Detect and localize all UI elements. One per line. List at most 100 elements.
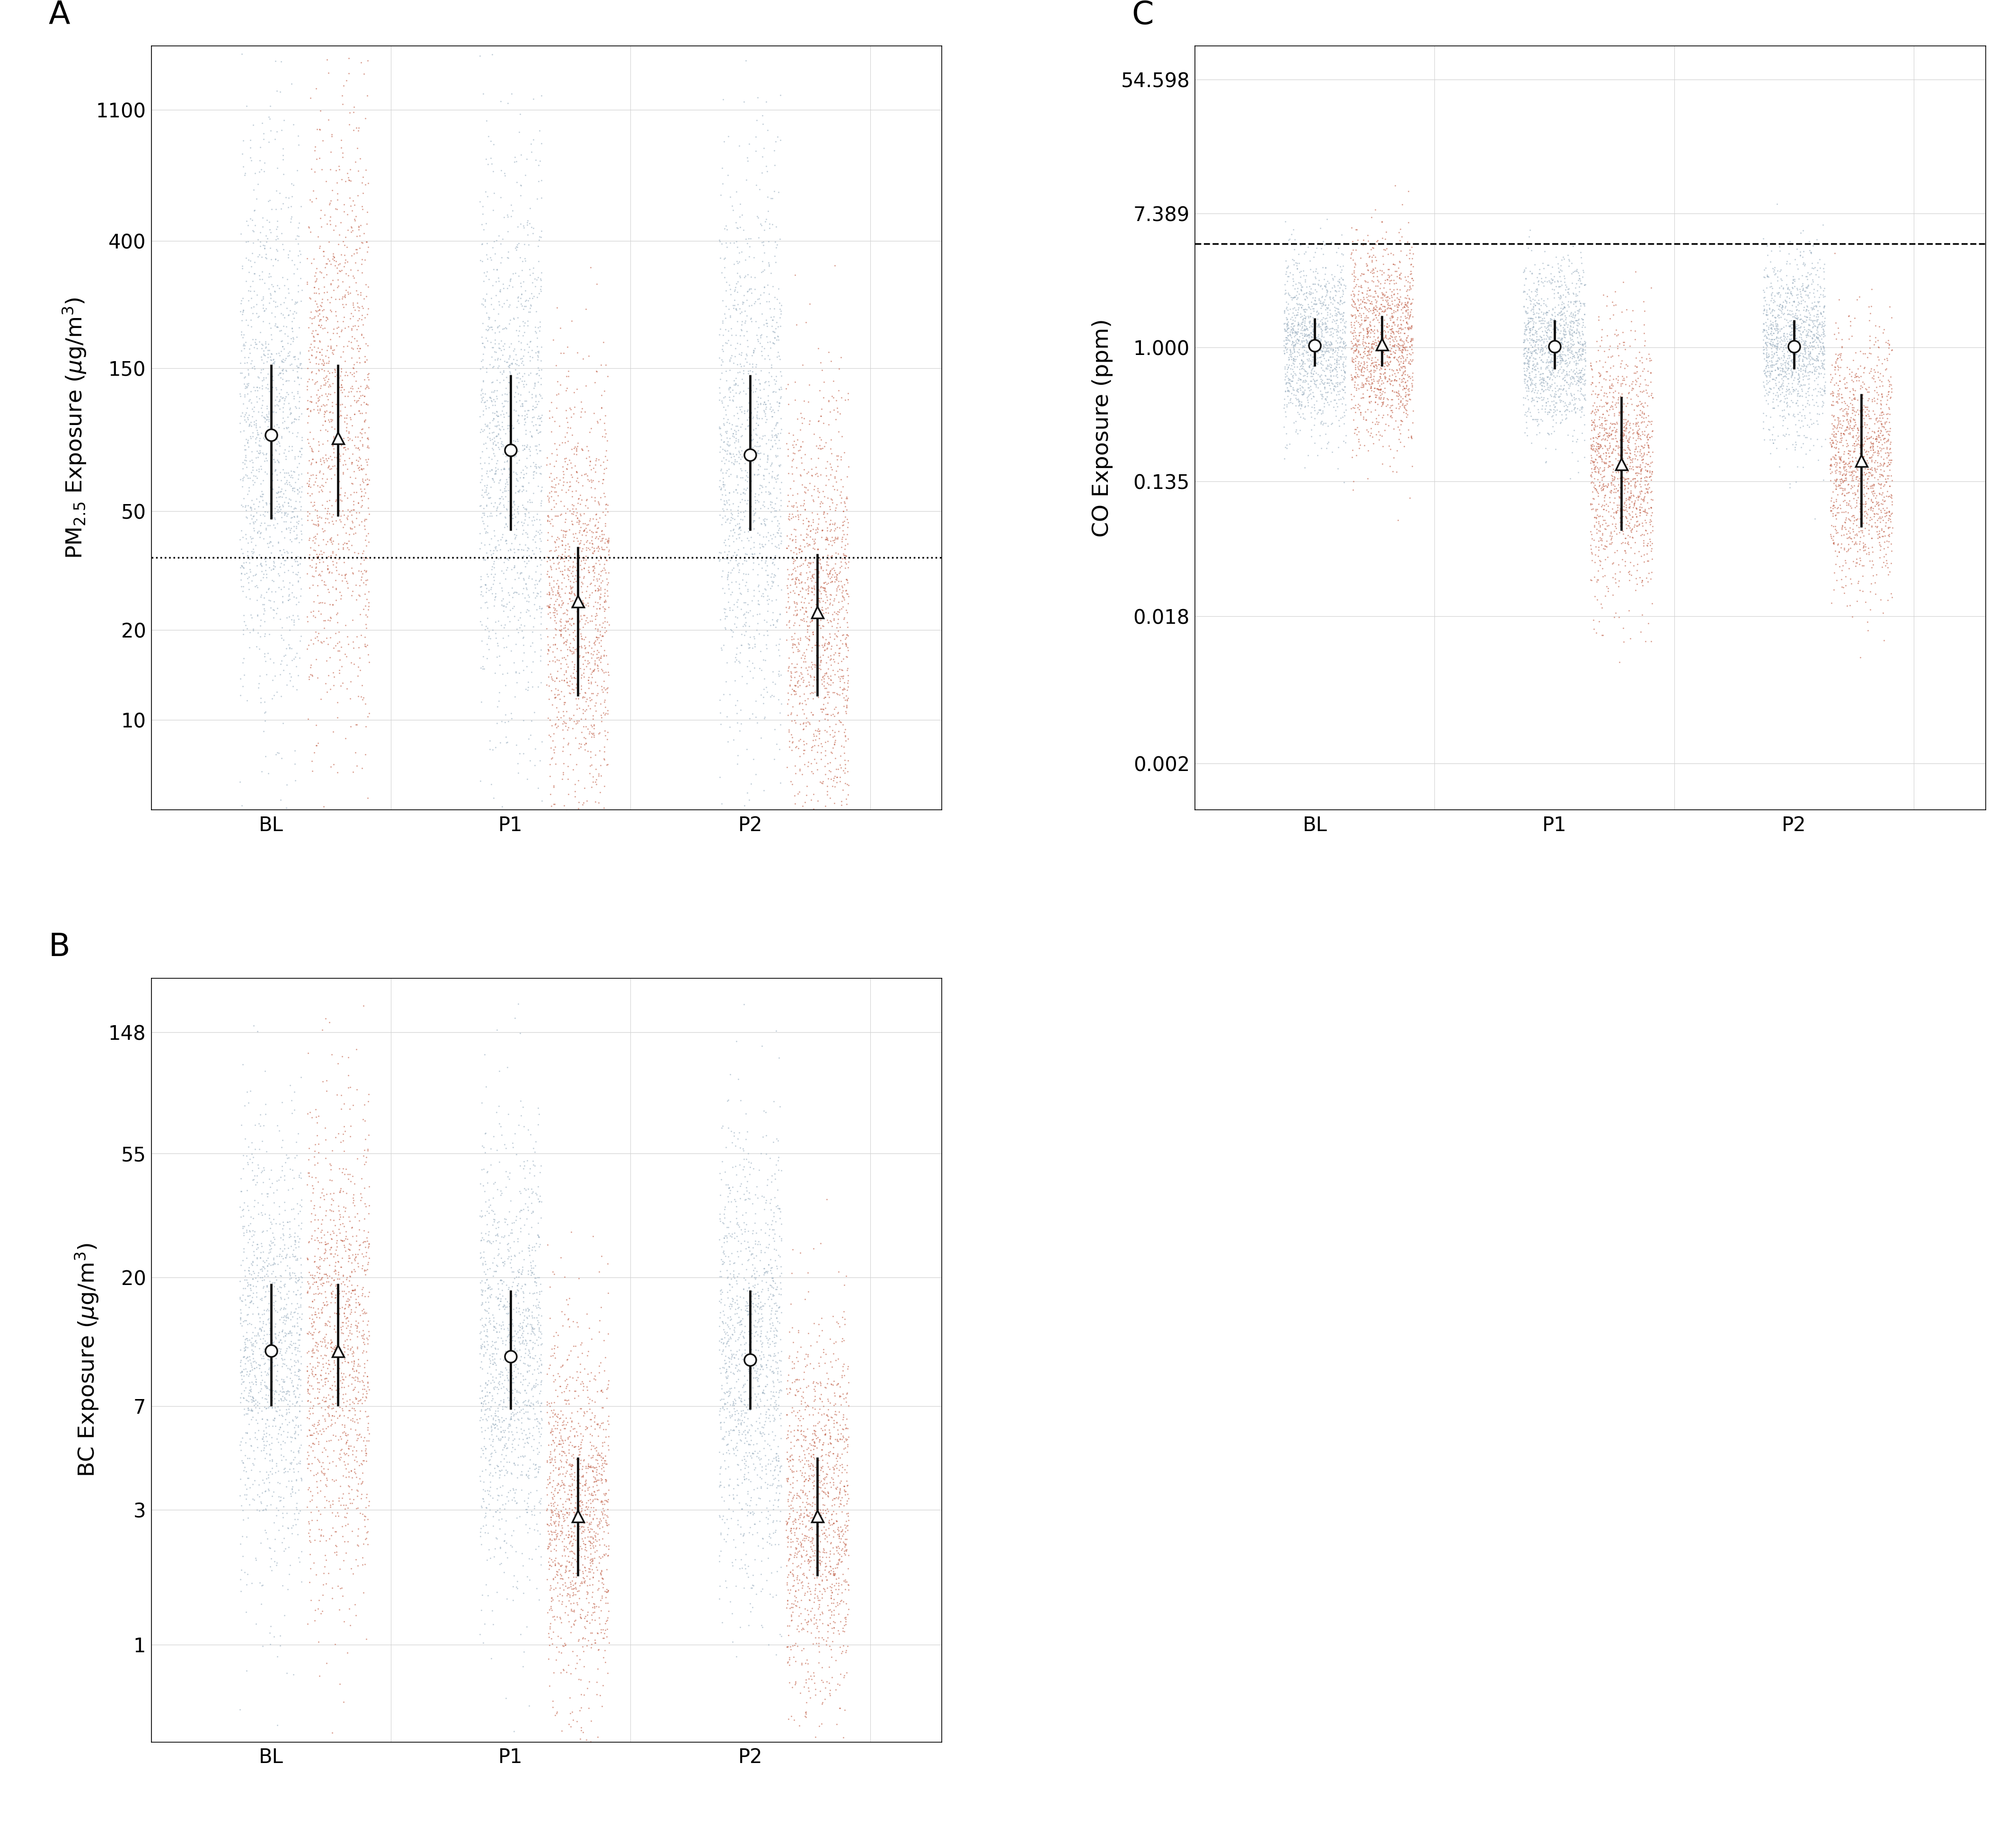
- Point: [593, 541, 625, 570]
- Point: [272, 365, 304, 394]
- Point: [252, 339, 284, 369]
- Point: [347, 1445, 379, 1475]
- Point: [564, 1680, 597, 1709]
- Point: [782, 636, 814, 666]
- Point: [556, 1407, 589, 1436]
- Point: [1320, 363, 1353, 392]
- Point: [802, 706, 835, 735]
- Point: [712, 1086, 744, 1115]
- Point: [520, 1509, 552, 1539]
- Point: [1843, 433, 1875, 462]
- Point: [744, 1436, 776, 1465]
- Point: [1276, 314, 1308, 343]
- Point: [347, 1530, 379, 1559]
- Point: [343, 385, 375, 414]
- Point: [272, 1232, 304, 1262]
- Point: [335, 378, 367, 407]
- Point: [512, 523, 544, 552]
- Point: [800, 642, 833, 671]
- Point: [540, 1453, 573, 1482]
- Point: [1353, 328, 1385, 358]
- Point: [1843, 282, 1875, 312]
- Point: [1316, 301, 1349, 330]
- Point: [306, 547, 339, 576]
- Point: [1534, 391, 1566, 420]
- Point: [292, 385, 325, 414]
- Point: [816, 381, 849, 411]
- Point: [1794, 332, 1826, 361]
- Point: [1318, 348, 1351, 378]
- Point: [562, 1530, 595, 1559]
- Point: [1770, 249, 1802, 279]
- Point: [524, 519, 556, 548]
- Point: [228, 1557, 260, 1586]
- Point: [504, 271, 536, 301]
- Point: [1518, 336, 1550, 365]
- Point: [1800, 292, 1833, 321]
- Point: [1562, 356, 1595, 385]
- Point: [353, 444, 385, 473]
- Point: [829, 1410, 861, 1440]
- Point: [560, 1535, 593, 1564]
- Point: [593, 1486, 625, 1515]
- Point: [1284, 389, 1316, 418]
- Point: [240, 387, 272, 416]
- Point: [558, 1432, 591, 1462]
- Point: [496, 1385, 528, 1414]
- Point: [1621, 506, 1653, 536]
- Point: [746, 1295, 778, 1324]
- Point: [298, 1319, 331, 1348]
- Point: [742, 708, 774, 737]
- Point: [353, 424, 385, 453]
- Point: [1270, 392, 1302, 422]
- Point: [814, 1429, 847, 1458]
- Point: [335, 279, 367, 308]
- Point: [587, 1524, 619, 1553]
- Point: [341, 1333, 373, 1363]
- Point: [534, 633, 566, 662]
- Point: [587, 1504, 619, 1533]
- Point: [556, 878, 589, 908]
- Point: [1859, 416, 1891, 446]
- Point: [754, 1341, 786, 1370]
- Point: [329, 479, 361, 508]
- Point: [1357, 259, 1389, 288]
- Point: [1393, 414, 1425, 444]
- Point: [1869, 407, 1901, 436]
- Point: [1359, 312, 1391, 341]
- Point: [784, 1553, 816, 1583]
- Point: [1560, 337, 1593, 367]
- Point: [827, 422, 859, 451]
- Point: [1782, 361, 1814, 391]
- Point: [706, 435, 738, 464]
- Point: [236, 1396, 268, 1425]
- Point: [280, 475, 312, 504]
- Point: [540, 710, 573, 739]
- Point: [571, 1372, 603, 1401]
- Point: [816, 1753, 849, 1783]
- Point: [716, 504, 748, 534]
- Point: [1625, 446, 1657, 475]
- Point: [722, 248, 754, 277]
- Point: [1847, 561, 1879, 591]
- Point: [268, 1319, 300, 1348]
- Point: [827, 587, 859, 616]
- Point: [724, 271, 756, 301]
- Point: [730, 1553, 762, 1583]
- Point: [579, 1361, 611, 1390]
- Point: [1357, 299, 1389, 328]
- Point: [1359, 394, 1391, 424]
- Point: [1526, 312, 1558, 341]
- Point: [575, 1632, 607, 1662]
- Point: [579, 655, 611, 684]
- Point: [496, 1531, 528, 1561]
- Point: [734, 1152, 766, 1181]
- Point: [724, 1383, 756, 1412]
- Point: [829, 534, 861, 563]
- Point: [1859, 400, 1891, 429]
- Point: [1308, 372, 1341, 402]
- Point: [1845, 466, 1877, 495]
- Point: [345, 482, 377, 512]
- Point: [310, 1077, 343, 1106]
- Point: [1768, 403, 1800, 433]
